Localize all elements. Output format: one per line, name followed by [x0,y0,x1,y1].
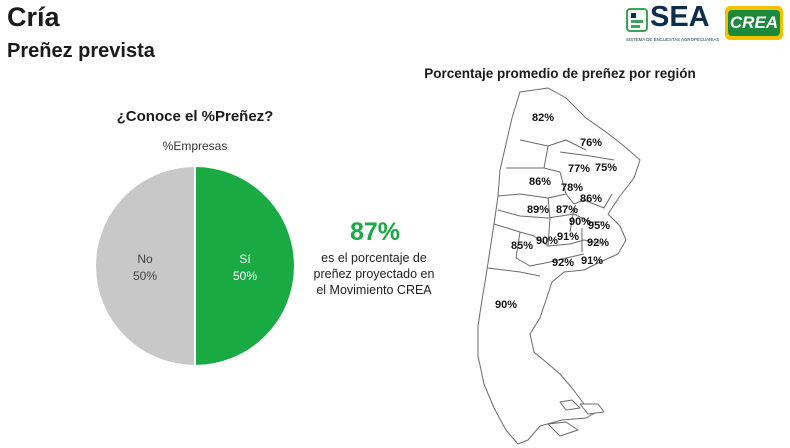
region-label: 89% [527,204,549,216]
map-division [547,197,551,247]
region-label: 91% [581,255,603,267]
region-label: 91% [557,231,579,243]
sea-logo: SEA SISTEMA DE ENCUESTAS AGROPECUARIAS [626,1,720,44]
map-outline [477,87,641,445]
map-island [559,399,581,411]
region-label: 90% [536,235,558,247]
map-division [497,193,567,199]
crea-logo: CREA [725,6,783,40]
region-label: 95% [588,220,610,232]
map-division [559,171,613,209]
map-division [497,209,604,223]
page-title: Cría [7,2,60,32]
region-label: 90% [569,216,591,228]
sea-logo-text: SEA [650,1,710,33]
pie-slice-value: 50% [233,269,257,283]
pie-slice-value: 50% [133,269,157,283]
crea-logo-text: CREA [728,10,780,36]
region-label: 76% [580,137,602,149]
map-title: Porcentaje promedio de preñez por región [424,66,696,81]
map-division [569,207,575,233]
region-label: 82% [532,112,554,124]
region-label: 92% [552,257,574,269]
region-label: 87% [556,204,578,216]
region-label: 75% [595,162,617,174]
region-label: 78% [561,182,583,194]
map-island [579,403,605,415]
region-label: 90% [495,299,517,311]
map-division [515,231,585,267]
map-division [519,139,587,151]
region-label: 86% [529,176,551,188]
pie-slice-label: No [137,252,153,266]
map-division [487,267,541,277]
highlight-value: 87% [349,218,401,246]
map-division [559,151,615,161]
pie-chart-title: ¿Conoce el %Preñez? [116,108,274,125]
sea-logo-icon [626,8,648,32]
region-label: 92% [587,237,609,249]
map-island [547,421,579,437]
region-label: 77% [568,163,590,175]
page-subtitle: Preñez prevista [7,40,155,62]
pie-slice-label: Sí [239,252,251,266]
region-label: 86% [580,193,602,205]
highlight-description: es el porcentaje de preñez proyectado en… [313,251,435,297]
pie-chart-subtitle: %Empresas [162,139,228,153]
region-label: 85% [511,240,533,252]
pie-slice-no [94,164,196,368]
pie-slice-si [194,164,296,368]
sea-logo-caption: SISTEMA DE ENCUESTAS AGROPECUARIAS [626,37,720,42]
